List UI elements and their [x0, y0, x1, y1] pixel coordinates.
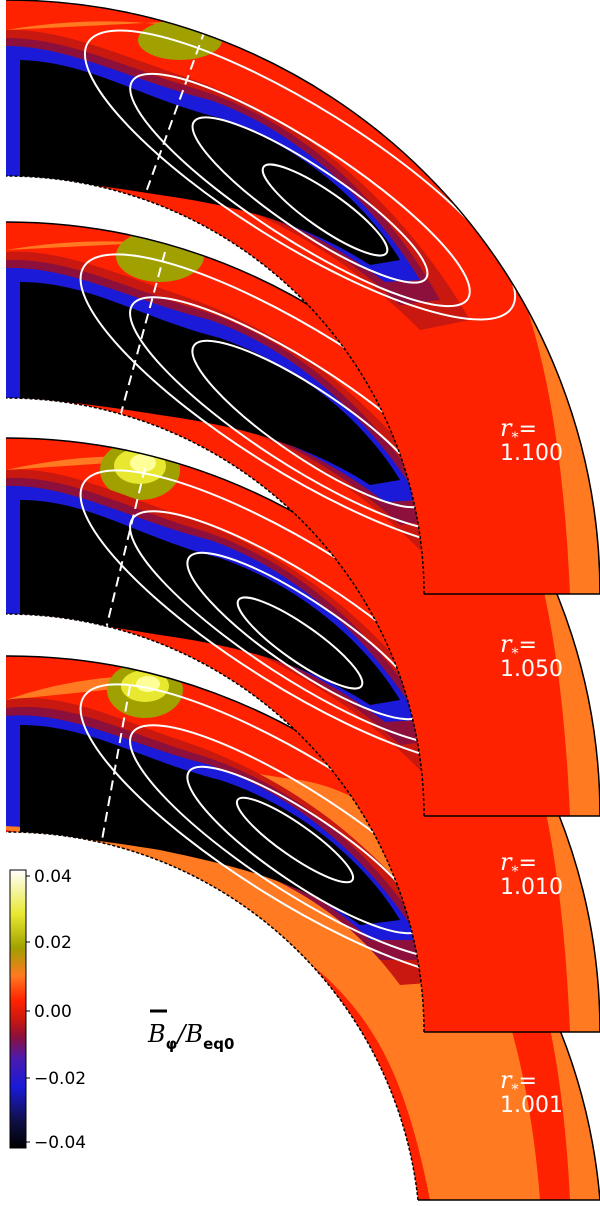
colorbar-tick-1: 0.04	[34, 867, 72, 887]
panel-4-r-value: 1.001	[500, 1093, 563, 1118]
colorbar-tick-3: 0.00	[34, 1002, 72, 1022]
colorbar-scale	[9, 869, 27, 1149]
colorbar-label-slash: /B	[175, 1020, 203, 1048]
panel-2-r-value: 1.050	[500, 657, 563, 682]
panel-1-r-label: r*=	[500, 414, 537, 446]
colorbar-label-main: B	[147, 1020, 166, 1048]
tangent-cylinder-line	[144, 29, 206, 196]
colorbar-label-sub2: eq0	[203, 1035, 234, 1053]
contour-line	[83, 29, 517, 321]
colorbar-tick-2: 0.02	[34, 933, 72, 953]
tangent-cylinder-line	[119, 251, 166, 418]
panel-2-r-label: r*=	[500, 630, 537, 662]
colorbar: 0.04 0.02 0.00 −0.02 −0.04	[9, 867, 86, 1153]
quantity-label: Bφ/Beq0	[147, 1009, 234, 1053]
panel-1-r-value: 1.100	[500, 441, 563, 466]
colorbar-tick-4: −0.02	[34, 1069, 86, 1089]
panel-3-r-label: r*=	[500, 848, 537, 880]
panel-3-r-value: 1.010	[500, 875, 563, 900]
contour-line	[235, 796, 355, 884]
colorbar-tick-5: −0.04	[34, 1133, 86, 1153]
contour-line	[129, 72, 471, 308]
contour-line	[261, 163, 389, 257]
tangent-cylinder-line	[104, 467, 146, 634]
tangent-cylinder-line	[99, 685, 131, 852]
colorbar-label-sub1: φ	[166, 1035, 178, 1053]
contour-line	[236, 596, 364, 690]
svg-text:Bφ/Beq0: Bφ/Beq0	[147, 1020, 234, 1053]
panel-4-r-label: r*=	[500, 1066, 537, 1098]
contour-line	[191, 116, 429, 284]
panel-1-contours	[83, 29, 517, 321]
